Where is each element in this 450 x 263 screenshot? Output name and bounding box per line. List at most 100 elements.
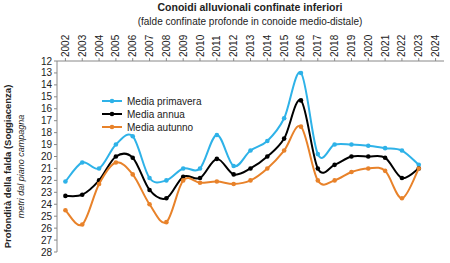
x-tick-label: 2018 — [329, 34, 340, 57]
marker — [349, 170, 354, 175]
marker — [181, 166, 186, 171]
marker — [147, 202, 152, 207]
marker — [215, 179, 220, 184]
marker — [416, 166, 421, 171]
marker — [416, 166, 421, 171]
x-tick-label: 2011 — [211, 35, 222, 57]
x-tick-label: 2024 — [430, 34, 441, 57]
marker — [332, 163, 337, 168]
x-tick — [250, 58, 251, 61]
x-tick-label: 2021 — [380, 34, 391, 57]
marker — [114, 160, 119, 165]
series-line — [65, 126, 418, 225]
x-tick — [267, 58, 268, 61]
y-tick — [54, 168, 57, 169]
x-tick-label: 2013 — [245, 34, 256, 57]
x-tick-label: 2014 — [262, 34, 273, 57]
title: Conoidi alluvionali confinate inferiori — [158, 1, 343, 13]
x-tick — [149, 58, 150, 61]
marker — [80, 222, 85, 227]
x-tick — [65, 58, 66, 61]
marker — [383, 155, 388, 160]
y-tick — [54, 108, 57, 109]
y-tick — [54, 252, 57, 253]
y-tick — [54, 192, 57, 193]
x-tick — [132, 58, 133, 61]
y-tick-label: 19 — [41, 139, 53, 150]
x-tick-label: 2009 — [178, 34, 189, 57]
marker — [332, 142, 337, 147]
marker — [231, 172, 236, 177]
marker — [299, 124, 304, 129]
x-tick — [216, 58, 217, 61]
marker — [265, 139, 270, 144]
y-tick-label: 23 — [41, 187, 53, 198]
marker — [366, 154, 371, 159]
series-line — [65, 100, 418, 199]
marker — [400, 148, 405, 153]
x-tick-label: 2007 — [144, 34, 155, 57]
legend-marker — [110, 125, 115, 130]
y-tick — [54, 132, 57, 133]
y-tick-label: 22 — [41, 175, 53, 186]
x-tick-label: 2008 — [161, 34, 172, 57]
x-tick — [317, 58, 318, 61]
plot-area — [63, 71, 421, 227]
x-tick-label: 2002 — [60, 34, 71, 57]
y-tick-label: 12 — [41, 56, 53, 67]
x-tick-label: 2019 — [346, 34, 357, 57]
marker — [332, 178, 337, 183]
y-tick-label: 15 — [41, 91, 53, 102]
y-tick-label: 26 — [41, 223, 53, 234]
y-tick — [54, 84, 57, 85]
x-tick — [99, 58, 100, 61]
y-tick — [54, 216, 57, 217]
marker — [282, 116, 287, 121]
y-tick — [54, 120, 57, 121]
y-tick — [54, 61, 57, 62]
x-tick — [351, 58, 352, 61]
marker — [198, 180, 203, 185]
marker — [299, 98, 304, 103]
marker — [400, 196, 405, 201]
x-tick-label: 2016 — [295, 34, 306, 57]
marker — [383, 146, 388, 151]
subtitle: (falde confinate profonde in conoide med… — [138, 16, 363, 27]
marker — [80, 192, 85, 197]
x-tick-label: 2004 — [94, 34, 105, 57]
marker — [316, 166, 321, 171]
marker — [63, 194, 68, 199]
marker — [164, 178, 169, 183]
y-tick — [54, 228, 57, 229]
x-tick — [385, 58, 386, 61]
y-tick-label: 24 — [41, 199, 53, 210]
marker — [231, 164, 236, 169]
x-tick — [368, 58, 369, 61]
y-tick-label: 20 — [41, 151, 53, 162]
chart: Conoidi alluvionali confinate inferiori (… — [0, 0, 450, 263]
marker — [366, 143, 371, 148]
marker — [130, 172, 135, 177]
y-tick — [54, 144, 57, 145]
x-tick-label: 2020 — [363, 34, 374, 57]
y-tick-label: 17 — [41, 115, 53, 126]
x-tick-label: 2003 — [77, 34, 88, 57]
marker — [215, 133, 220, 138]
y-tick — [54, 204, 57, 205]
series-line — [65, 72, 418, 182]
y-label: Profondità della falda (Soggiacenza) — [2, 85, 13, 249]
y-tick — [54, 72, 57, 73]
marker — [198, 166, 203, 171]
marker — [400, 176, 405, 181]
marker — [366, 166, 371, 171]
y-tick-label: 13 — [41, 67, 53, 78]
x-tick — [115, 58, 116, 61]
x-tick-label: 2005 — [110, 34, 121, 57]
x-tick — [183, 58, 184, 61]
y-tick-label: 14 — [41, 79, 53, 90]
x-tick — [418, 58, 419, 61]
x-tick-label: 2012 — [228, 34, 239, 57]
marker — [383, 169, 388, 174]
marker — [97, 166, 102, 171]
x-tick — [284, 58, 285, 61]
